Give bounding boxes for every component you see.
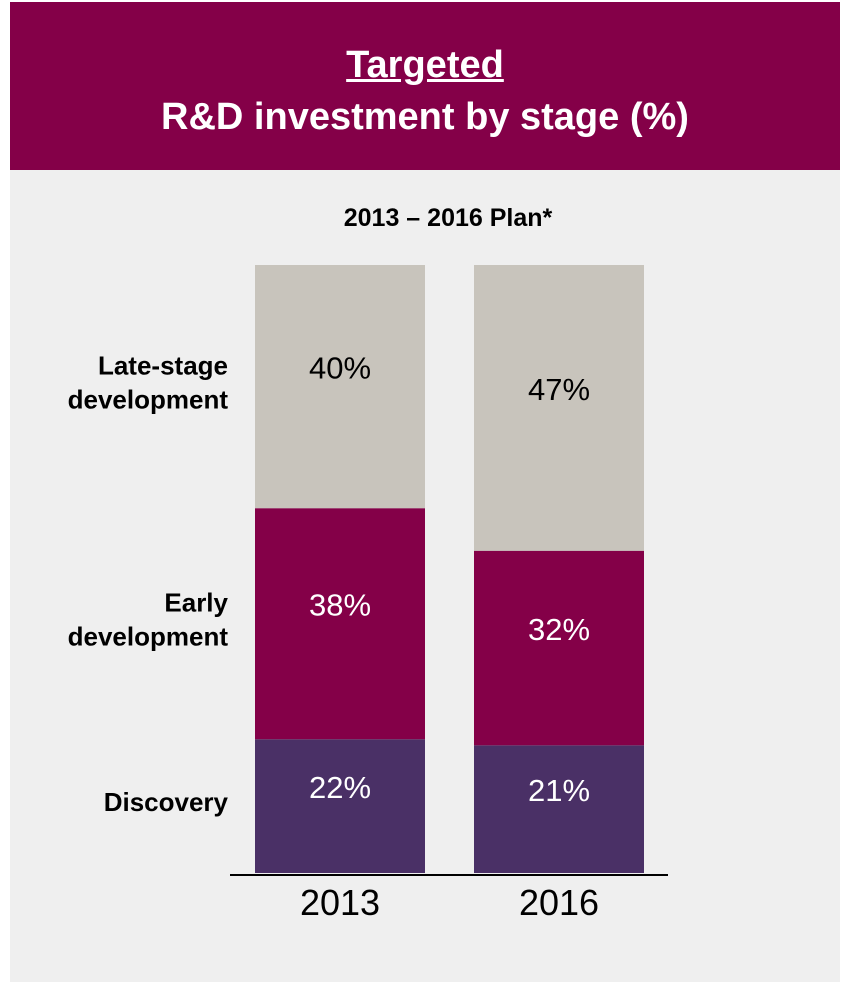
bar-segment-early-development-2013 [255,508,425,740]
series-label: development [68,385,229,415]
header-banner: Targeted R&D investment by stage (%) [10,2,840,170]
bar-segment-discovery-2016 [474,745,644,873]
data-label: 40% [309,351,371,386]
bar-segment-early-development-2016 [474,550,644,746]
bar-segment-late-stage-development-2016 [474,265,644,551]
bar-segment-late-stage-development-2013 [255,265,425,509]
bar-segment-discovery-2013 [255,739,425,873]
header-title-line1: Targeted [346,44,504,86]
data-label: 32% [528,612,590,647]
x-tick-label: 2013 [300,882,380,923]
series-label: development [68,622,229,652]
header-title-line2: R&D investment by stage (%) [161,96,689,138]
series-label: Early [164,588,228,618]
x-tick-label: 2016 [519,882,599,923]
series-label: Discovery [104,787,229,817]
data-label: 47% [528,372,590,407]
data-label: 22% [309,770,371,805]
data-label: 38% [309,588,371,623]
data-label: 21% [528,773,590,808]
series-label: Late-stage [98,351,228,381]
chart-title: 2013 – 2016 Plan* [344,204,553,232]
